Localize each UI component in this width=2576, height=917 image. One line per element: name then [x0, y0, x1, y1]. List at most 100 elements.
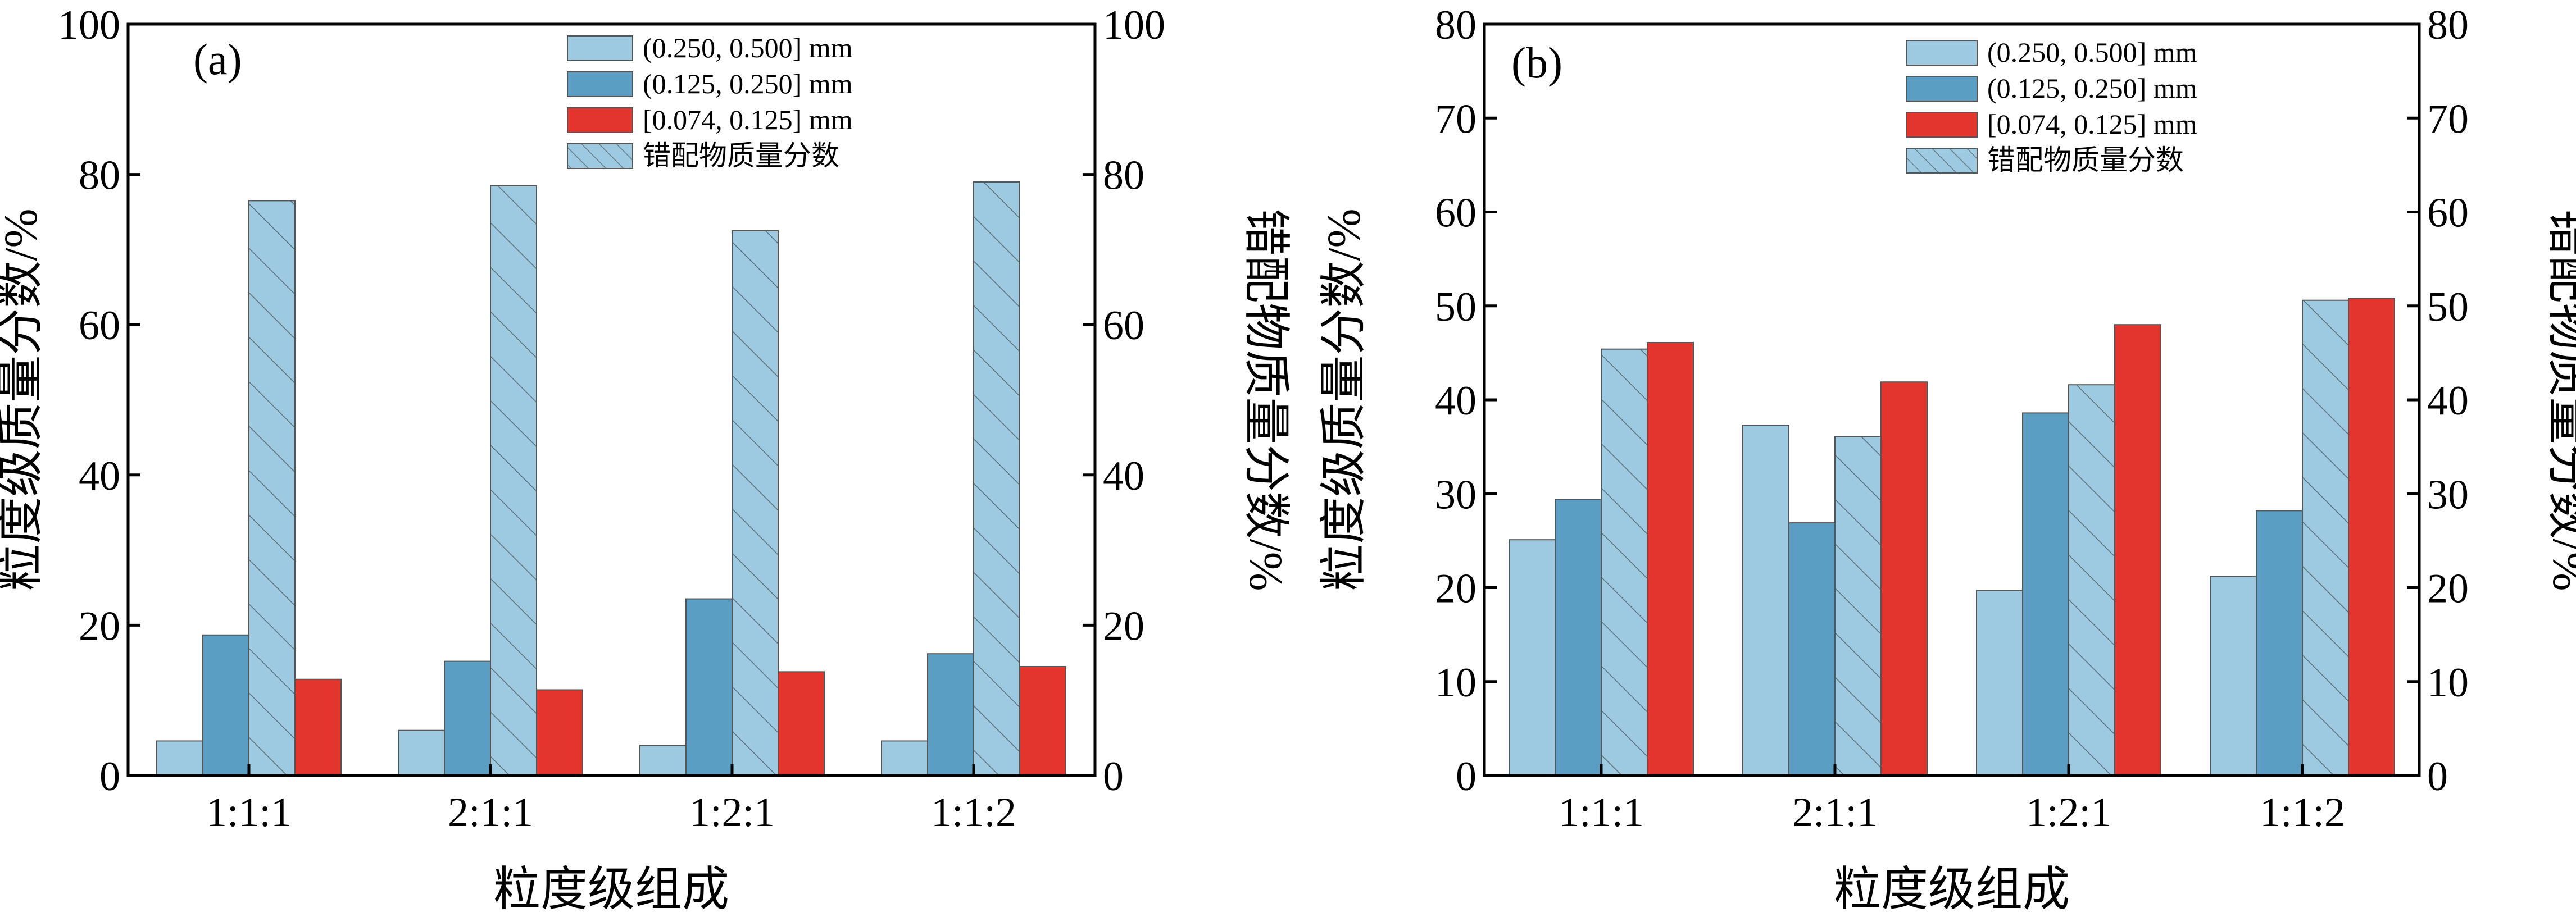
legend-swatch [567, 35, 633, 61]
chart-panel-a: 0 20 40 60 80 100 0 20 40 60 80 100 1:1:1 2:1:1 1:2:… [0, 2, 1292, 916]
y-tick-label-right: 20 [2427, 566, 2469, 612]
y-ticks-left: 0 10 20 30 40 50 60 70 80 [1435, 2, 1497, 800]
y-tick-label-right: 10 [2427, 660, 2469, 706]
legend-swatch [567, 107, 633, 133]
bar-2-1-1-series-0 [1742, 425, 1789, 776]
y-axis-title-right: 错配物质量分数/% [1239, 208, 1292, 591]
legend-swatch [1906, 76, 1978, 102]
x-tick-label: 1:1:1 [206, 790, 292, 836]
bar-1-2-1-series-0 [1976, 590, 2023, 776]
bar-1-1-1-series-3 [1647, 341, 1694, 776]
y-tick-label-left: 50 [1435, 284, 1476, 330]
x-tick-label: 1:2:1 [689, 790, 775, 836]
plot-frame [126, 22, 1097, 777]
bar-1-1-2-series-0 [881, 740, 928, 777]
bar-1-2-1-series-2 [732, 230, 779, 776]
bar-2-1-1-series-3 [1880, 381, 1928, 776]
y-tick-label-right: 30 [2427, 472, 2469, 518]
y-tick-label-left: 40 [1435, 378, 1476, 424]
legend-item: (0.250, 0.500] mm [1906, 37, 2197, 68]
chart-panel-b: 0 10 20 30 40 50 60 70 80 0 10 20 30 40 50 60 70 80 1:1:… [1318, 2, 2576, 916]
bar-1-1-2-series-2 [2302, 299, 2349, 776]
legend-item: [0.074, 0.125] mm [567, 104, 853, 135]
bar-1-1-1-series-2 [1601, 348, 1648, 776]
bar-2-1-1-series-0 [398, 729, 445, 776]
y-tick-label-left: 70 [1435, 96, 1476, 142]
legend-item: (0.125, 0.250] mm [1906, 72, 2197, 104]
y-tick-label-right: 40 [1103, 453, 1144, 499]
bar-1-1-2-series-1 [927, 653, 974, 777]
y-ticks-right: 0 20 40 60 80 100 [1083, 2, 1165, 800]
legend-label: 错配物质量分数 [1987, 144, 2184, 176]
y-tick-label-left: 0 [99, 754, 120, 800]
y-tick-label-right: 0 [1103, 754, 1124, 800]
y-tick-label-right: 80 [1103, 153, 1144, 199]
bar-1-1-1-series-1 [1555, 499, 1602, 776]
y-tick-label-left: 100 [58, 2, 120, 48]
legend-label: (0.125, 0.250] mm [1987, 72, 2197, 104]
bar-1-2-1-series-3 [2114, 324, 2161, 776]
legend: (0.250, 0.500] mm (0.125, 0.250] mm [0.074… [1906, 37, 2197, 176]
x-tick-label: 1:2:1 [2026, 790, 2111, 836]
legend: (0.250, 0.500] mm (0.125, 0.250] mm [0.074… [567, 32, 853, 171]
legend-item: 错配物质量分数 [567, 140, 839, 171]
y-tick-label-right: 0 [2427, 754, 2448, 800]
bar-2-1-1-series-1 [444, 660, 491, 777]
bar-1-1-2-series-0 [2210, 576, 2257, 777]
x-tick-label: 1:1:2 [931, 790, 1016, 836]
y-ticks-left: 0 20 40 60 80 100 [58, 2, 140, 800]
bar-1-1-2-series-2 [973, 181, 1020, 777]
y-ticks-right: 0 10 20 30 40 50 60 70 80 [2407, 2, 2469, 800]
bar-1-1-2-series-3 [1019, 665, 1066, 776]
bar-1-1-1-series-2 [248, 200, 296, 776]
x-ticks: 1:1:1 2:1:1 1:2:1 1:1:2 [206, 764, 1016, 836]
y-tick-label-left: 30 [1435, 472, 1476, 518]
bar-1-2-1-series-1 [685, 598, 733, 776]
legend-label: [0.074, 0.125] mm [643, 104, 853, 135]
panel-label: (b) [1511, 38, 1562, 87]
y-axis-title-right: 错配物质量分数/% [2543, 208, 2576, 591]
x-tick-label: 1:1:1 [1559, 790, 1644, 836]
bar-1-1-1-series-0 [1509, 539, 1556, 776]
y-tick-label-right: 50 [2427, 284, 2469, 330]
bars-group [1509, 298, 2395, 777]
legend-label: [0.074, 0.125] mm [1987, 108, 2197, 140]
legend-item: [0.074, 0.125] mm [1906, 108, 2197, 140]
y-axis-title-left: 粒度级质量分数/% [1318, 208, 1370, 591]
bar-1-1-1-series-1 [202, 634, 249, 776]
legend-label: (0.250, 0.500] mm [1987, 37, 2197, 68]
bar-2-1-1-series-1 [1788, 522, 1836, 776]
x-tick-label: 2:1:1 [448, 790, 533, 836]
y-tick-label-left: 80 [79, 153, 120, 199]
legend-item: 错配物质量分数 [1906, 144, 2184, 176]
y-axis-title-left: 粒度级质量分数/% [0, 208, 47, 591]
y-tick-label-left: 20 [1435, 566, 1476, 612]
bar-1-2-1-series-1 [2022, 412, 2069, 776]
legend-swatch [1906, 148, 1978, 174]
legend-item: (0.250, 0.500] mm [567, 32, 853, 63]
y-tick-label-left: 60 [79, 303, 120, 349]
bar-1-1-1-series-0 [156, 740, 203, 777]
legend-swatch [567, 71, 633, 97]
legend-label: (0.125, 0.250] mm [643, 68, 853, 99]
bar-1-1-1-series-3 [294, 678, 342, 776]
bar-1-2-1-series-3 [778, 671, 825, 776]
bar-2-1-1-series-2 [1834, 436, 1882, 776]
bar-1-1-2-series-1 [2256, 510, 2303, 776]
legend-swatch [567, 143, 633, 169]
y-tick-label-left: 0 [1456, 754, 1476, 800]
y-tick-label-right: 40 [2427, 378, 2469, 424]
bar-2-1-1-series-3 [536, 689, 583, 777]
y-tick-label-right: 80 [2427, 2, 2469, 48]
legend-label: 错配物质量分数 [643, 140, 839, 171]
bars-group [156, 181, 1066, 777]
y-tick-label-left: 40 [79, 453, 120, 499]
x-axis-title: 粒度级组成 [1834, 864, 2070, 916]
y-tick-label-right: 100 [1103, 2, 1165, 48]
x-tick-label: 1:1:2 [2260, 790, 2345, 836]
y-tick-label-right: 60 [1103, 303, 1144, 349]
y-tick-label-right: 60 [2427, 190, 2469, 236]
bar-1-2-1-series-2 [2068, 384, 2115, 776]
y-tick-label-right: 20 [1103, 603, 1144, 649]
